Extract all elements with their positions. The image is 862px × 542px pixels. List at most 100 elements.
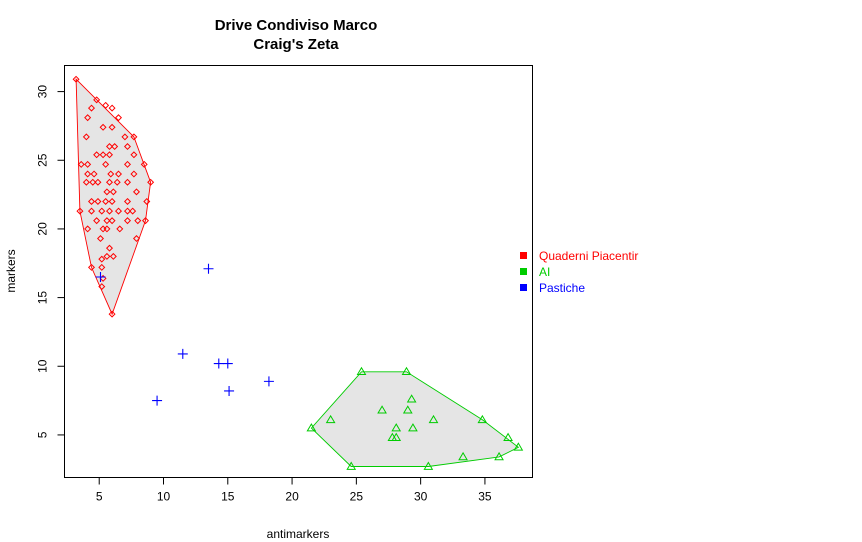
data-point [203,263,214,274]
data-point [114,170,123,178]
x-tick-label: 30 [414,490,428,504]
data-point [109,188,117,196]
data-point [123,197,132,205]
data-point [123,207,132,215]
x-tick-label: 20 [285,490,299,504]
chart-title: Drive Condiviso Marco [215,17,378,34]
data-point [108,310,116,318]
legend-swatch [520,252,527,259]
hull-layer [75,78,520,467]
data-point [108,123,116,131]
data-point [82,178,90,186]
data-point [132,235,141,243]
data-point [402,405,413,414]
data-point [111,143,119,151]
data-point [114,114,123,122]
data-point [346,461,357,470]
legend-label: Pastiche [539,281,585,295]
data-point [213,358,224,369]
data-point [408,423,418,432]
data-point [494,451,504,461]
data-point [102,160,110,168]
data-point [130,133,138,141]
data-point [94,178,102,186]
data-point [224,385,235,396]
data-point [77,160,85,168]
data-point [103,252,111,260]
x-tick-label: 25 [350,490,364,504]
data-point [503,432,513,441]
data-point [108,104,116,112]
data-point [93,96,101,104]
legend-swatch [520,268,527,275]
data-point [406,394,417,403]
data-point [177,348,188,359]
data-point [130,151,138,159]
y-tick-label: 15 [36,291,50,305]
data-point [108,197,116,205]
y-axis-label: markers [4,249,18,292]
hull-0 [75,78,152,316]
data-point [76,207,84,215]
data-point [87,104,96,112]
data-point [98,255,106,263]
x-tick-label: 5 [96,490,103,504]
data-point [263,376,274,387]
data-point [113,178,121,186]
data-point [105,244,114,252]
x-axis: 5 10 15 20 25 30 35 [96,477,492,504]
data-point [94,197,102,205]
data-point [377,405,387,414]
data-point [391,432,402,441]
data-point [116,225,124,233]
data-point [132,188,141,196]
y-tick-label: 30 [36,85,50,99]
data-point [152,395,163,406]
data-point [107,170,115,178]
data-point [114,207,123,215]
data-point [99,151,107,159]
data-point [458,451,468,461]
data-point [87,263,96,271]
data-point [306,423,317,432]
data-point [513,442,524,451]
data-point [134,217,142,225]
legend-swatch [520,284,527,291]
data-point [477,414,488,424]
data-point [401,366,412,376]
data-point [121,133,129,141]
data-point [98,263,106,271]
y-tick-label: 25 [36,153,50,167]
x-tick-label: 35 [478,490,492,504]
data-point [147,178,155,186]
x-axis-label: antimarkers [267,527,330,541]
data-point [109,252,117,260]
x-tick-label: 10 [157,490,171,504]
data-point [123,143,132,151]
legend: Quaderni Piacentir AI Pastiche [520,249,638,295]
legend-label: Quaderni Piacentir [539,249,638,263]
data-point [82,133,90,141]
data-point [102,197,110,205]
data-point [84,114,92,122]
y-axis: 5 10 15 20 25 30 [36,85,65,438]
data-point [222,358,233,369]
data-point [103,217,111,225]
data-point [87,197,96,205]
data-point [96,235,105,243]
x-tick-label: 15 [221,490,235,504]
data-point [141,217,150,225]
data-point [140,160,148,168]
data-point [428,414,439,424]
data-point [105,207,114,215]
data-point [130,170,138,178]
data-point [325,414,336,424]
data-point [84,160,92,168]
hull-1 [310,371,520,467]
y-tick-label: 5 [36,431,50,438]
data-point [123,160,132,168]
data-point [356,366,367,376]
data-point [84,170,92,178]
data-point [129,207,137,215]
y-tick-label: 20 [36,222,50,236]
